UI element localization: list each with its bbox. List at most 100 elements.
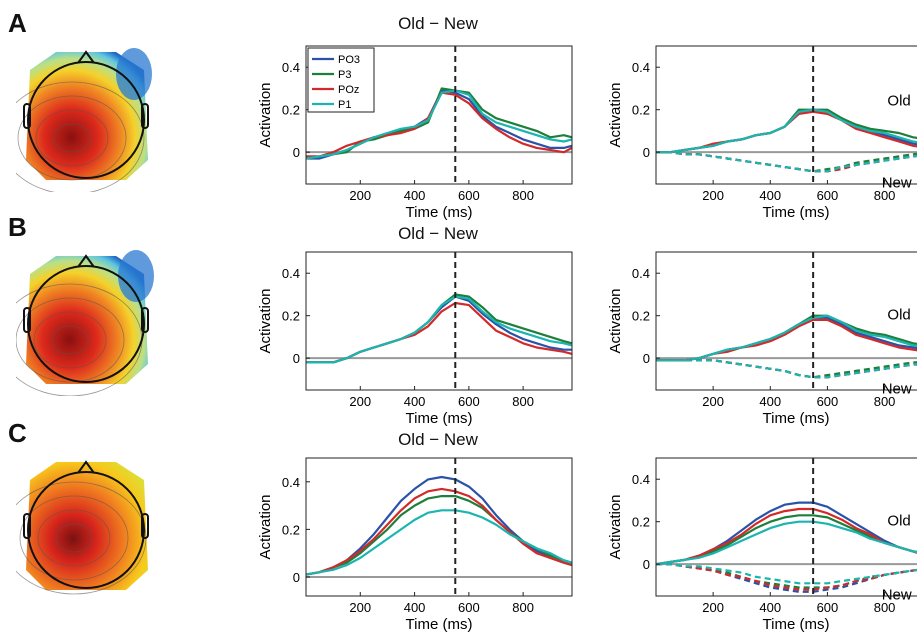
x-tick-label: 200 — [702, 394, 724, 409]
plot-title-b: Old − New — [398, 224, 478, 243]
plot-title-a: Old − New — [398, 14, 478, 33]
series-line-p1-old — [655, 520, 917, 566]
head-outline — [27, 61, 145, 179]
y-tick-label: 0.4 — [282, 266, 300, 281]
scalp-topography-c — [16, 460, 149, 595]
series-line-p3 — [305, 494, 573, 576]
series-line-poz — [306, 301, 573, 364]
x-tick-label: 800 — [512, 188, 534, 203]
topography-contour — [55, 523, 93, 553]
x-tick-label: 800 — [512, 394, 534, 409]
x-axis-label: Time (ms) — [763, 616, 830, 633]
plot-title-c: Old − New — [398, 430, 478, 449]
x-tick-label: 200 — [702, 600, 724, 615]
y-tick-label: 0 — [643, 351, 650, 366]
head-outline — [27, 265, 145, 383]
head-outline — [27, 471, 145, 589]
x-tick-label: 400 — [759, 188, 781, 203]
nose-icon — [77, 254, 95, 268]
y-axis-label: Activation — [607, 494, 624, 559]
y-tick-label: 0 — [293, 351, 300, 366]
x-tick-label: 600 — [458, 394, 480, 409]
y-tick-label: 0.2 — [282, 309, 300, 324]
series-line-p1 — [305, 89, 573, 160]
legend-label-p3: P3 — [338, 69, 351, 81]
topography-contour — [51, 325, 89, 355]
chart-c-conditions: 0 0.2 0.4 200 400 600 800 Time (ms) Activation Ol… — [607, 457, 917, 633]
panel-letter-c: C — [8, 418, 27, 448]
x-axis-label: Time (ms) — [763, 204, 830, 221]
y-tick-label: 0.4 — [632, 60, 650, 75]
x-tick-label: 600 — [458, 600, 480, 615]
series-line-po3-old — [656, 316, 917, 362]
y-tick-label: 0.4 — [282, 60, 300, 75]
series-line-p1-old — [656, 108, 917, 154]
x-tick-label: 200 — [349, 394, 371, 409]
left-ear-icon — [23, 103, 31, 129]
series-line-p1-new — [656, 563, 917, 585]
axes-frame — [305, 251, 573, 391]
topography-contour — [33, 311, 107, 369]
topography-contour — [37, 509, 111, 567]
y-tick-label: 0 — [643, 145, 650, 160]
x-tick-label: 800 — [874, 600, 896, 615]
x-tick-label: 800 — [512, 600, 534, 615]
y-tick-label: 0.2 — [632, 309, 650, 324]
topography-contour — [35, 109, 109, 167]
x-tick-label: 600 — [458, 188, 480, 203]
chart-a-difference: 0 0.2 0.4 200 400 600 800 Time (ms) Activation PO… — [257, 45, 573, 221]
axes-frame — [655, 251, 917, 391]
old-label: Old — [887, 307, 910, 324]
y-tick-label: 0.2 — [632, 103, 650, 118]
y-tick-label: 0.2 — [282, 522, 300, 537]
nose-icon — [77, 50, 95, 64]
nose-icon — [77, 460, 95, 474]
x-axis-label: Time (ms) — [406, 410, 473, 427]
x-tick-label: 200 — [702, 188, 724, 203]
chart-b-conditions: 0 0.2 0.4 200 400 600 800 Time (ms) Activation Ol… — [607, 251, 917, 427]
x-tick-label: 800 — [874, 394, 896, 409]
axes-frame — [305, 45, 573, 185]
x-axis-label: Time (ms) — [763, 410, 830, 427]
x-tick-label: 600 — [817, 600, 839, 615]
y-tick-label: 0.2 — [632, 515, 650, 530]
series-line-poz — [305, 487, 573, 576]
y-axis-label: Activation — [257, 288, 274, 353]
axes-frame — [655, 457, 917, 597]
y-tick-label: 0.2 — [282, 103, 300, 118]
new-label: New — [882, 175, 912, 192]
y-axis-label: Activation — [257, 82, 274, 147]
topography-contour — [16, 81, 145, 192]
series-line-p1-old — [656, 314, 917, 362]
x-tick-label: 400 — [404, 188, 426, 203]
x-axis-label: Time (ms) — [406, 204, 473, 221]
topography-negative-region — [118, 250, 154, 302]
left-ear-icon — [23, 513, 31, 539]
right-ear-icon — [141, 307, 149, 333]
right-ear-icon — [141, 103, 149, 129]
x-tick-label: 400 — [404, 394, 426, 409]
new-label: New — [882, 587, 912, 604]
series-line-p3 — [306, 293, 573, 364]
series-line-p1 — [305, 509, 573, 576]
topography-contour — [17, 95, 127, 181]
y-tick-label: 0 — [643, 557, 650, 572]
chart-c-difference: 0 0.2 0.4 200 400 600 800 Time (ms) Activation — [257, 457, 573, 633]
axes-frame — [305, 457, 573, 597]
x-tick-label: 600 — [817, 188, 839, 203]
chart-b-difference: 0 0.2 0.4 200 400 600 800 Time (ms) Activation — [257, 251, 573, 427]
y-tick-label: 0 — [293, 570, 300, 585]
topography-map — [26, 462, 148, 590]
topography-contour — [19, 495, 129, 581]
series-line-p1-new — [656, 151, 917, 173]
x-tick-label: 800 — [874, 188, 896, 203]
y-axis-label: Activation — [607, 288, 624, 353]
old-label: Old — [887, 93, 910, 110]
new-label: New — [882, 381, 912, 398]
scalp-topography-b — [16, 250, 154, 396]
axes-frame — [655, 45, 917, 185]
series-line-po3 — [306, 295, 572, 364]
y-tick-label: 0.4 — [632, 266, 650, 281]
y-axis-label: Activation — [257, 494, 274, 559]
